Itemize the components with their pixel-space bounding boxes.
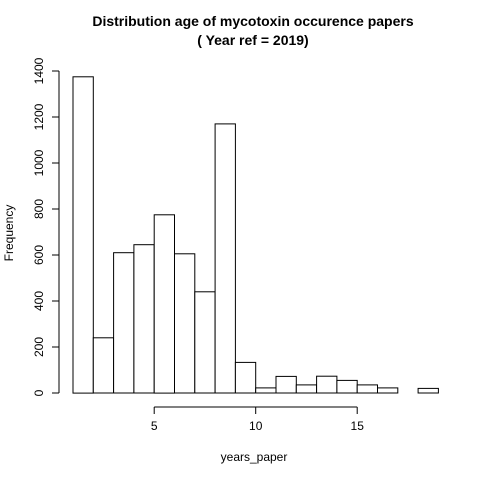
x-tick-label-0: 5 (151, 419, 158, 433)
histogram-bar-17 (417, 387, 439, 394)
histogram-bar-9 (255, 387, 277, 394)
histogram-bar-1 (92, 337, 115, 394)
histogram-bar-7 (214, 123, 236, 394)
histogram-bar-6 (194, 291, 216, 394)
chart-title-line2: ( Year ref = 2019) (197, 32, 308, 48)
y-tick-label-3: 600 (32, 245, 46, 265)
histogram-bar-3 (133, 244, 155, 394)
x-axis: 5 10 15 (151, 406, 365, 433)
histogram-bar-5 (174, 253, 196, 394)
y-tick-label-7: 1400 (32, 57, 46, 84)
y-tick-label-2: 400 (32, 291, 46, 311)
y-tick-label-0: 0 (32, 389, 46, 396)
y-axis-label: Frequency (2, 205, 16, 262)
y-tick-label-5: 1000 (32, 149, 46, 176)
histogram-bar-15 (377, 387, 399, 394)
x-tick-label-1: 10 (249, 419, 263, 433)
histogram-bar-12 (316, 375, 338, 394)
x-axis-label: years_paper (221, 450, 288, 464)
y-axis: 0 200 400 600 800 1000 1200 1400 (32, 57, 60, 396)
histogram-bar-11 (295, 384, 318, 394)
histogram-bar-10 (275, 375, 297, 394)
chart-title-line1: Distribution age of mycotoxin occurence … (92, 13, 414, 29)
histogram-bar-0 (72, 76, 94, 394)
histogram-bars (72, 76, 439, 394)
histogram-bar-2 (113, 252, 135, 394)
histogram-bar-8 (234, 361, 257, 394)
y-tick-label-1: 200 (32, 337, 46, 357)
y-tick-label-4: 800 (32, 199, 46, 219)
histogram-bar-4 (153, 214, 175, 394)
y-tick-label-6: 1200 (32, 103, 46, 130)
histogram-bar-14 (356, 384, 379, 394)
x-tick-label-2: 15 (351, 419, 365, 433)
histogram-bar-13 (336, 379, 358, 394)
